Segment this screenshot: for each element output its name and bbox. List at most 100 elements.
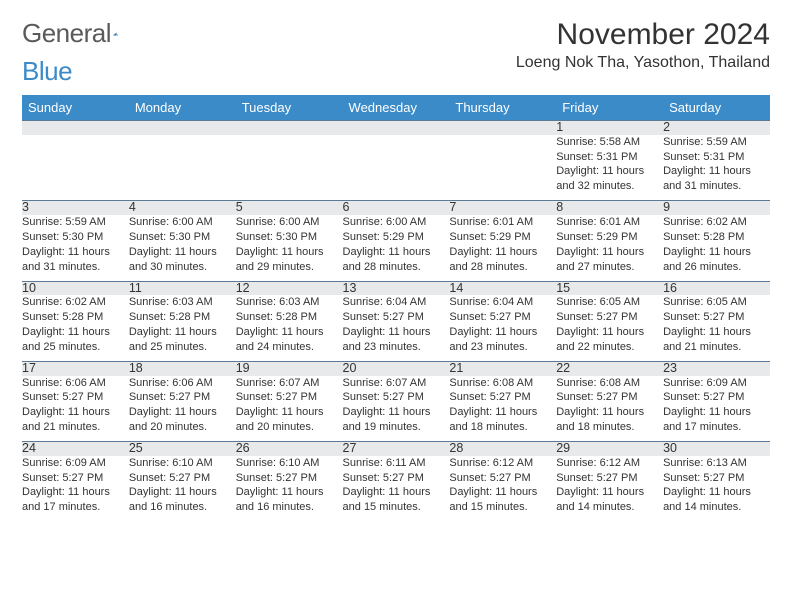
sunset-text: Sunset: 5:30 PM xyxy=(236,230,343,245)
day-info: Sunrise: 6:01 AMSunset: 5:29 PMDaylight:… xyxy=(556,215,663,281)
daylight-text: Daylight: 11 hours and 25 minutes. xyxy=(22,325,129,355)
calendar-body: 12Sunrise: 5:58 AMSunset: 5:31 PMDayligh… xyxy=(22,121,770,522)
sunset-text: Sunset: 5:31 PM xyxy=(663,150,770,165)
daylight-text: Daylight: 11 hours and 30 minutes. xyxy=(129,245,236,275)
sunrise-text: Sunrise: 6:01 AM xyxy=(556,215,663,230)
daylight-text: Daylight: 11 hours and 31 minutes. xyxy=(663,164,770,194)
daynum-row: 12 xyxy=(22,121,770,135)
brand-logo: General xyxy=(22,18,141,49)
day-info: Sunrise: 6:02 AMSunset: 5:28 PMDaylight:… xyxy=(663,215,770,281)
day-number: 10 xyxy=(22,281,129,295)
day-number: 13 xyxy=(343,281,450,295)
daylight-text: Daylight: 11 hours and 28 minutes. xyxy=(343,245,450,275)
sunset-text: Sunset: 5:31 PM xyxy=(556,150,663,165)
day-info: Sunrise: 6:05 AMSunset: 5:27 PMDaylight:… xyxy=(663,295,770,361)
day-info: Sunrise: 6:05 AMSunset: 5:27 PMDaylight:… xyxy=(556,295,663,361)
day-info: Sunrise: 6:08 AMSunset: 5:27 PMDaylight:… xyxy=(449,376,556,442)
daynum-row: 3456789 xyxy=(22,201,770,215)
sunset-text: Sunset: 5:27 PM xyxy=(343,310,450,325)
sunset-text: Sunset: 5:27 PM xyxy=(22,471,129,486)
daylight-text: Daylight: 11 hours and 31 minutes. xyxy=(22,245,129,275)
daylight-text: Daylight: 11 hours and 25 minutes. xyxy=(129,325,236,355)
sunrise-text: Sunrise: 6:09 AM xyxy=(663,376,770,391)
info-row: Sunrise: 6:06 AMSunset: 5:27 PMDaylight:… xyxy=(22,376,770,442)
day-number: 26 xyxy=(236,442,343,456)
day-number: 21 xyxy=(449,361,556,375)
day-info xyxy=(129,135,236,201)
day-number: 28 xyxy=(449,442,556,456)
sunset-text: Sunset: 5:27 PM xyxy=(556,310,663,325)
sunrise-text: Sunrise: 6:05 AM xyxy=(556,295,663,310)
calendar-table: SundayMondayTuesdayWednesdayThursdayFrid… xyxy=(22,95,770,522)
sunrise-text: Sunrise: 6:06 AM xyxy=(22,376,129,391)
day-number: 20 xyxy=(343,361,450,375)
sunrise-text: Sunrise: 5:59 AM xyxy=(663,135,770,150)
sunrise-text: Sunrise: 6:12 AM xyxy=(556,456,663,471)
info-row: Sunrise: 5:59 AMSunset: 5:30 PMDaylight:… xyxy=(22,215,770,281)
weekday-header: Wednesday xyxy=(343,95,450,121)
daylight-text: Daylight: 11 hours and 16 minutes. xyxy=(129,485,236,515)
day-info: Sunrise: 5:58 AMSunset: 5:31 PMDaylight:… xyxy=(556,135,663,201)
sunset-text: Sunset: 5:27 PM xyxy=(129,390,236,405)
brand-word1: General xyxy=(22,18,111,49)
info-row: Sunrise: 5:58 AMSunset: 5:31 PMDaylight:… xyxy=(22,135,770,201)
day-info: Sunrise: 5:59 AMSunset: 5:31 PMDaylight:… xyxy=(663,135,770,201)
sunset-text: Sunset: 5:29 PM xyxy=(343,230,450,245)
day-info: Sunrise: 6:06 AMSunset: 5:27 PMDaylight:… xyxy=(129,376,236,442)
sunrise-text: Sunrise: 6:04 AM xyxy=(343,295,450,310)
day-info xyxy=(236,135,343,201)
sunrise-text: Sunrise: 6:02 AM xyxy=(22,295,129,310)
sunrise-text: Sunrise: 6:08 AM xyxy=(556,376,663,391)
day-number: 15 xyxy=(556,281,663,295)
day-number: 4 xyxy=(129,201,236,215)
sunrise-text: Sunrise: 6:04 AM xyxy=(449,295,556,310)
day-number xyxy=(22,121,129,135)
sunrise-text: Sunrise: 6:09 AM xyxy=(22,456,129,471)
daylight-text: Daylight: 11 hours and 14 minutes. xyxy=(663,485,770,515)
day-number: 9 xyxy=(663,201,770,215)
daylight-text: Daylight: 11 hours and 15 minutes. xyxy=(449,485,556,515)
sunset-text: Sunset: 5:29 PM xyxy=(556,230,663,245)
sunset-text: Sunset: 5:30 PM xyxy=(129,230,236,245)
day-info: Sunrise: 6:09 AMSunset: 5:27 PMDaylight:… xyxy=(663,376,770,442)
weekday-header: Tuesday xyxy=(236,95,343,121)
weekday-header: Thursday xyxy=(449,95,556,121)
day-info: Sunrise: 6:00 AMSunset: 5:30 PMDaylight:… xyxy=(236,215,343,281)
day-number: 23 xyxy=(663,361,770,375)
day-info: Sunrise: 6:07 AMSunset: 5:27 PMDaylight:… xyxy=(343,376,450,442)
sunset-text: Sunset: 5:27 PM xyxy=(449,390,556,405)
sunset-text: Sunset: 5:27 PM xyxy=(663,471,770,486)
daylight-text: Daylight: 11 hours and 16 minutes. xyxy=(236,485,343,515)
sunrise-text: Sunrise: 5:58 AM xyxy=(556,135,663,150)
sunrise-text: Sunrise: 6:08 AM xyxy=(449,376,556,391)
sunrise-text: Sunrise: 6:02 AM xyxy=(663,215,770,230)
title-block: November 2024 Loeng Nok Tha, Yasothon, T… xyxy=(516,18,770,72)
day-number: 27 xyxy=(343,442,450,456)
day-info: Sunrise: 6:01 AMSunset: 5:29 PMDaylight:… xyxy=(449,215,556,281)
daylight-text: Daylight: 11 hours and 19 minutes. xyxy=(343,405,450,435)
day-info: Sunrise: 6:07 AMSunset: 5:27 PMDaylight:… xyxy=(236,376,343,442)
sunrise-text: Sunrise: 6:06 AM xyxy=(129,376,236,391)
sunrise-text: Sunrise: 6:03 AM xyxy=(236,295,343,310)
daylight-text: Daylight: 11 hours and 29 minutes. xyxy=(236,245,343,275)
day-info: Sunrise: 6:04 AMSunset: 5:27 PMDaylight:… xyxy=(343,295,450,361)
day-number: 29 xyxy=(556,442,663,456)
sunset-text: Sunset: 5:27 PM xyxy=(236,390,343,405)
daylight-text: Daylight: 11 hours and 32 minutes. xyxy=(556,164,663,194)
day-number: 8 xyxy=(556,201,663,215)
daylight-text: Daylight: 11 hours and 23 minutes. xyxy=(449,325,556,355)
day-info: Sunrise: 6:02 AMSunset: 5:28 PMDaylight:… xyxy=(22,295,129,361)
sunset-text: Sunset: 5:27 PM xyxy=(236,471,343,486)
sunrise-text: Sunrise: 6:01 AM xyxy=(449,215,556,230)
month-title: November 2024 xyxy=(516,18,770,52)
sunset-text: Sunset: 5:27 PM xyxy=(343,390,450,405)
day-info: Sunrise: 6:10 AMSunset: 5:27 PMDaylight:… xyxy=(236,456,343,522)
daynum-row: 24252627282930 xyxy=(22,442,770,456)
daylight-text: Daylight: 11 hours and 17 minutes. xyxy=(22,485,129,515)
daylight-text: Daylight: 11 hours and 24 minutes. xyxy=(236,325,343,355)
day-number: 2 xyxy=(663,121,770,135)
sunset-text: Sunset: 5:27 PM xyxy=(449,310,556,325)
sunrise-text: Sunrise: 6:07 AM xyxy=(236,376,343,391)
day-number: 5 xyxy=(236,201,343,215)
sunset-text: Sunset: 5:27 PM xyxy=(556,471,663,486)
